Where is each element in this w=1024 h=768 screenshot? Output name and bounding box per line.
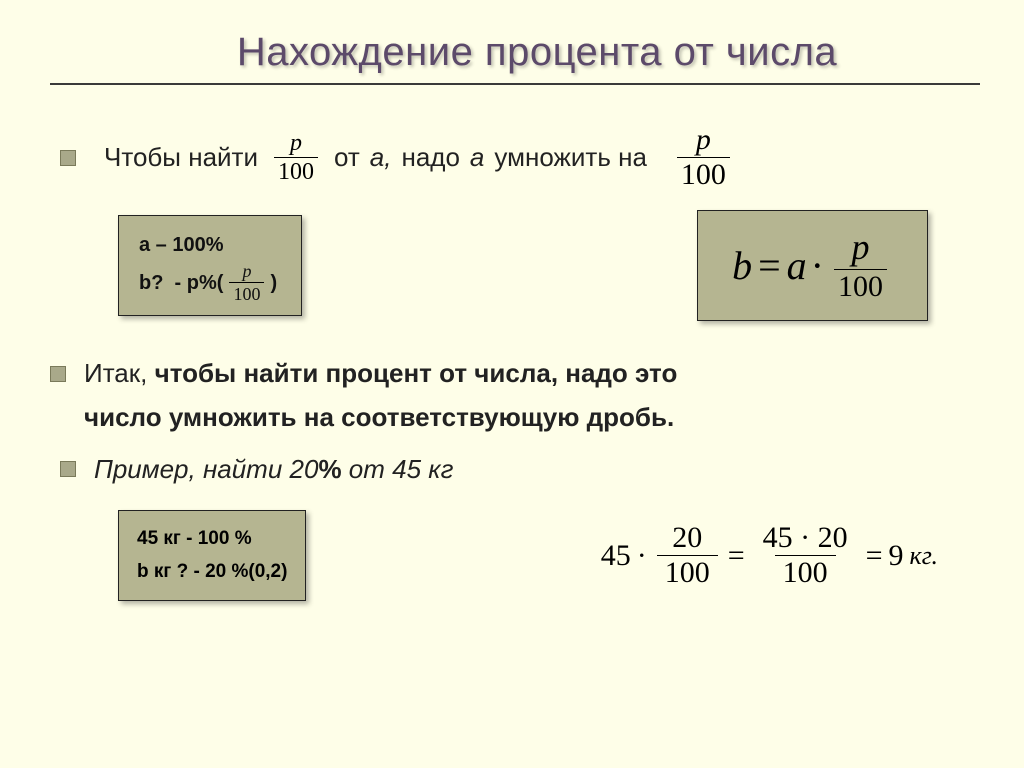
line1-a2: a xyxy=(470,141,484,175)
title-rule xyxy=(50,83,980,85)
slide-title: Нахождение процента от числа xyxy=(70,30,964,75)
box-given: a – 100% b? - p%( p 100 ) xyxy=(118,215,302,316)
bullet-icon xyxy=(60,461,76,477)
box-given-l2: b? - p%( p 100 ) xyxy=(139,262,277,303)
line1-part4: умножить на xyxy=(494,141,647,175)
box-given-l1: a – 100% xyxy=(139,228,277,262)
slide: Нахождение процента от числа Чтобы найти… xyxy=(0,0,1024,768)
line1-frac1: p 100 xyxy=(274,131,318,184)
bullet-line-3: Пример, найти 20% от 45 кг xyxy=(60,453,964,487)
bullet-icon xyxy=(50,366,66,382)
line1-a1: a, xyxy=(370,141,392,175)
bullet-icon xyxy=(60,150,76,166)
box-formula: b = a · p 100 xyxy=(697,210,928,321)
line1-part2: от xyxy=(334,141,360,175)
line1-part1: Чтобы найти xyxy=(104,141,258,175)
box-example-given: 45 кг - 100 % b кг ? - 20 %(0,2) xyxy=(118,510,306,601)
line1-frac2: p 100 xyxy=(677,125,730,190)
rule-l1: Итак, чтобы найти процент от числа, надо… xyxy=(84,357,677,391)
bullet-line-1: Чтобы найти p 100 от a, надо a умножить … xyxy=(60,125,964,190)
calculation: 45 · 20 100 = 45 · 20 100 = 9 кг. xyxy=(601,523,938,588)
line1-part3: надо xyxy=(401,141,459,175)
rule-l2: число умножить на соответствующую дробь. xyxy=(84,401,964,435)
example-text: Пример, найти 20% от 45 кг xyxy=(94,453,453,487)
bullet-line-2: Итак, чтобы найти процент от числа, надо… xyxy=(60,357,964,435)
boxes-row: a – 100% b? - p%( p 100 ) b = a · p 100 xyxy=(118,210,928,321)
bottom-row: 45 кг - 100 % b кг ? - 20 %(0,2) 45 · 20… xyxy=(118,510,938,601)
